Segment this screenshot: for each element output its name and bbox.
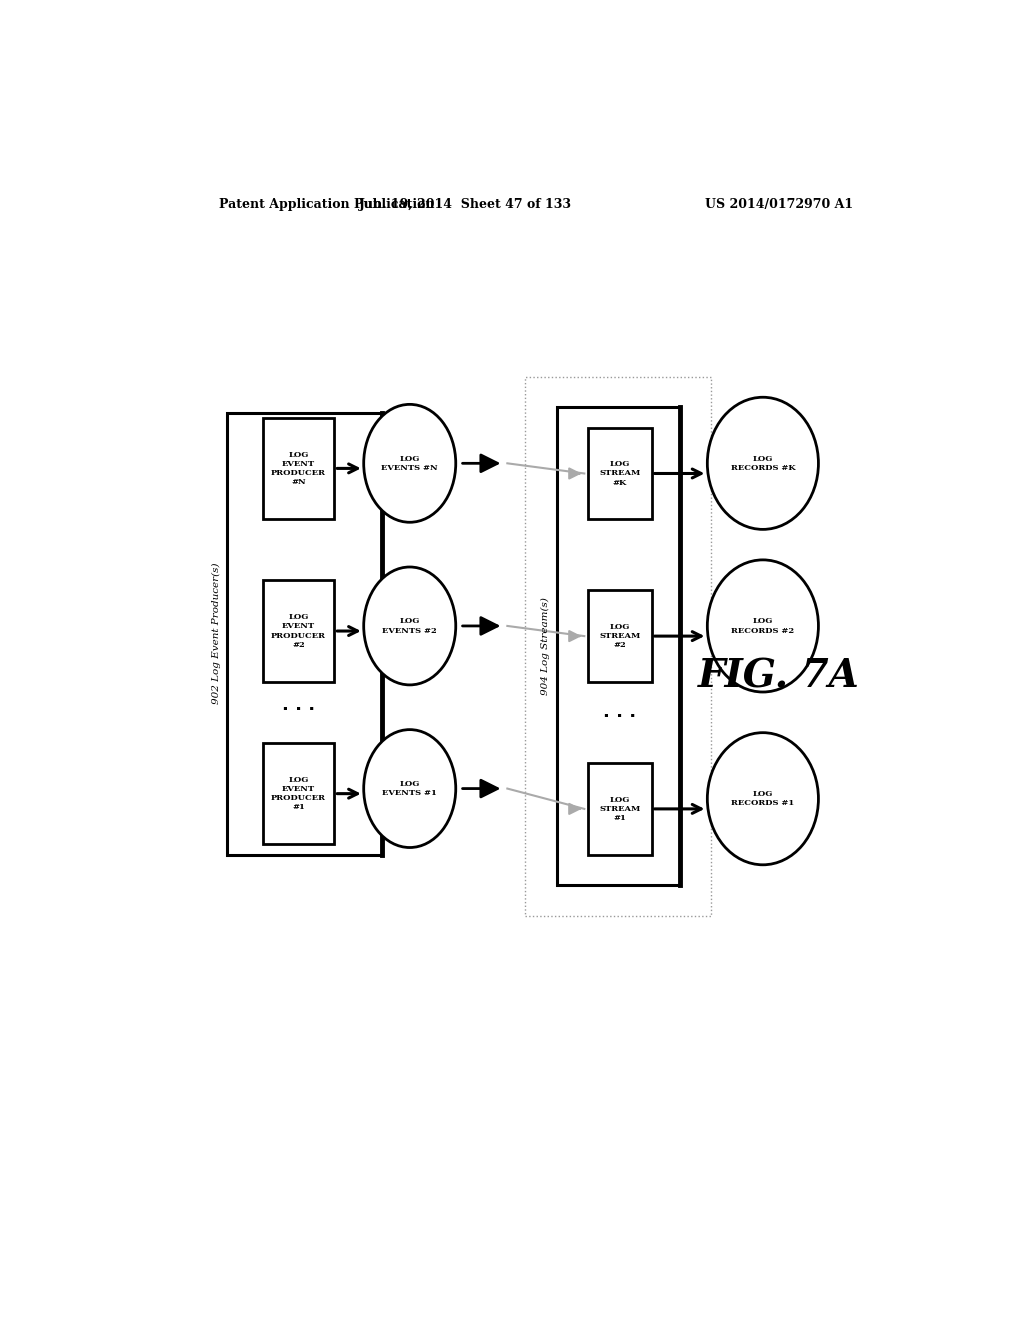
Ellipse shape <box>708 397 818 529</box>
Text: LOG
EVENTS #2: LOG EVENTS #2 <box>382 618 437 635</box>
Text: Jun. 19, 2014  Sheet 47 of 133: Jun. 19, 2014 Sheet 47 of 133 <box>358 198 571 211</box>
Ellipse shape <box>708 560 818 692</box>
Bar <box>588 590 651 682</box>
Text: 902 Log Event Producer(s): 902 Log Event Producer(s) <box>212 562 221 705</box>
Bar <box>263 743 334 845</box>
Text: LOG
RECORDS #K: LOG RECORDS #K <box>730 454 796 473</box>
Bar <box>263 417 334 519</box>
Bar <box>557 408 680 886</box>
Text: Patent Application Publication: Patent Application Publication <box>219 198 435 211</box>
Ellipse shape <box>708 733 818 865</box>
Text: LOG
EVENTS #1: LOG EVENTS #1 <box>382 780 437 797</box>
Bar <box>588 428 651 519</box>
Text: LOG
EVENT
PRODUCER
#1: LOG EVENT PRODUCER #1 <box>271 776 326 812</box>
Ellipse shape <box>364 730 456 847</box>
Text: FIG. 7A: FIG. 7A <box>698 657 859 696</box>
Bar <box>227 413 382 854</box>
Text: LOG
STREAM
#2: LOG STREAM #2 <box>599 623 641 649</box>
Text: LOG
EVENTS #N: LOG EVENTS #N <box>381 454 438 473</box>
Bar <box>263 581 334 682</box>
Text: LOG
RECORDS #2: LOG RECORDS #2 <box>731 618 795 635</box>
Text: LOG
STREAM
#1: LOG STREAM #1 <box>599 796 641 822</box>
Text: LOG
RECORDS #1: LOG RECORDS #1 <box>731 791 795 808</box>
Text: LOG
STREAM
#K: LOG STREAM #K <box>599 461 641 487</box>
Text: LOG
EVENT
PRODUCER
#N: LOG EVENT PRODUCER #N <box>271 450 326 486</box>
Text: LOG
EVENT
PRODUCER
#2: LOG EVENT PRODUCER #2 <box>271 614 326 649</box>
Text: 904 Log Stream(s): 904 Log Stream(s) <box>541 598 550 696</box>
Ellipse shape <box>364 568 456 685</box>
Bar <box>588 763 651 854</box>
Bar <box>524 378 712 916</box>
Text: . . .: . . . <box>603 704 637 721</box>
Text: US 2014/0172970 A1: US 2014/0172970 A1 <box>705 198 853 211</box>
Text: . . .: . . . <box>282 696 315 714</box>
Ellipse shape <box>364 404 456 523</box>
